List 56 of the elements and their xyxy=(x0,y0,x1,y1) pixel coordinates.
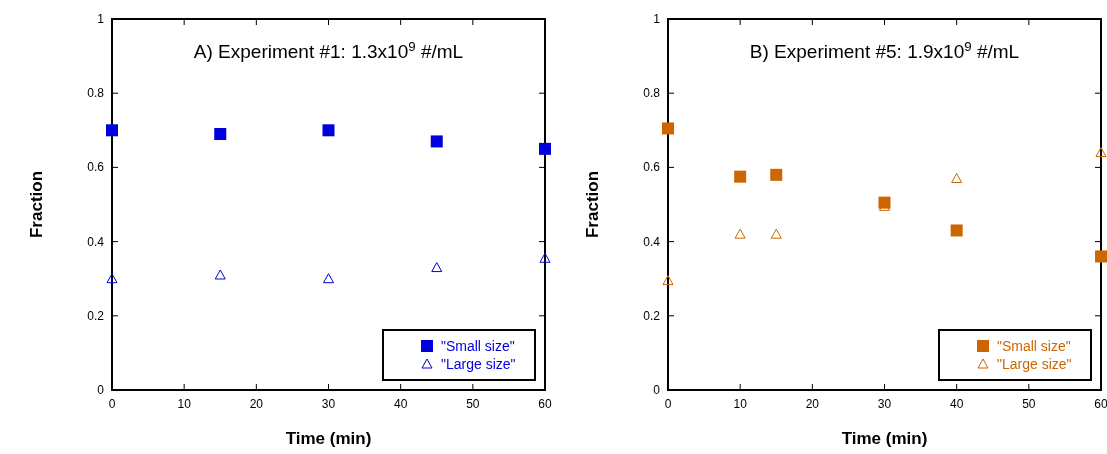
text: A) Experiment #1: 1.3x10$^{9}$ #/mL xyxy=(193,38,464,62)
x-tick-label: 30 xyxy=(321,397,336,411)
y-tick-label: 0.4 xyxy=(643,234,661,249)
y-tick-label: 0 xyxy=(97,383,105,397)
point xyxy=(431,262,443,273)
x-tick-label: 0 xyxy=(664,397,672,411)
x-tick-label: 50 xyxy=(1022,397,1036,411)
x-axis-title: Time (min) xyxy=(841,429,928,448)
x-tick-label: 40 xyxy=(393,397,408,411)
x-axis-title: Time (min) xyxy=(285,429,372,448)
y-tick-label: 0 xyxy=(653,383,661,397)
x-tick-label: 10 xyxy=(733,397,748,411)
y-tick-label: 0.8 xyxy=(87,86,105,101)
point xyxy=(1095,147,1107,158)
y-tick-label: 0.6 xyxy=(643,160,661,175)
x-tick-label: 0 xyxy=(108,397,116,411)
point xyxy=(214,128,227,141)
y-tick-label: 0.6 xyxy=(87,160,105,175)
point xyxy=(539,142,551,155)
y-tick-label: 0.8 xyxy=(643,86,661,101)
y-tick-label: 0.2 xyxy=(643,308,661,323)
point xyxy=(770,168,783,181)
x-tick-label: 10 xyxy=(177,397,192,411)
x-tick-label: 60 xyxy=(1094,397,1107,411)
point xyxy=(734,170,747,183)
x-tick-label: 20 xyxy=(805,397,820,411)
legend-label: "Large size" xyxy=(441,356,516,372)
legend-label: "Small size" xyxy=(997,338,1071,354)
point xyxy=(1095,250,1107,263)
point xyxy=(950,224,963,237)
point xyxy=(214,269,226,280)
text: B) Experiment #5: 1.9x10$^{9}$ #/mL xyxy=(749,38,1020,62)
y-axis-title: Fraction xyxy=(27,170,46,239)
point xyxy=(951,173,963,184)
point xyxy=(106,124,118,137)
x-tick-label: 20 xyxy=(249,397,264,411)
point xyxy=(662,122,674,135)
point xyxy=(770,228,782,239)
point xyxy=(322,124,335,137)
x-tick-label: 40 xyxy=(949,397,964,411)
point xyxy=(662,275,674,286)
point xyxy=(430,135,443,148)
y-axis-title: Fraction xyxy=(583,170,602,239)
y-tick-label: 0.4 xyxy=(87,234,105,249)
point xyxy=(734,228,746,239)
legend-label: "Large size" xyxy=(997,356,1072,372)
legend-label: "Small size" xyxy=(441,338,515,354)
x-tick-label: 50 xyxy=(466,397,480,411)
point xyxy=(539,252,551,263)
x-tick-label: 30 xyxy=(877,397,892,411)
y-tick-label: 1 xyxy=(97,12,105,26)
y-tick-label: 1 xyxy=(653,12,661,26)
point xyxy=(106,273,118,284)
x-tick-label: 60 xyxy=(538,397,552,411)
y-tick-label: 0.2 xyxy=(87,308,105,323)
point xyxy=(323,273,334,284)
